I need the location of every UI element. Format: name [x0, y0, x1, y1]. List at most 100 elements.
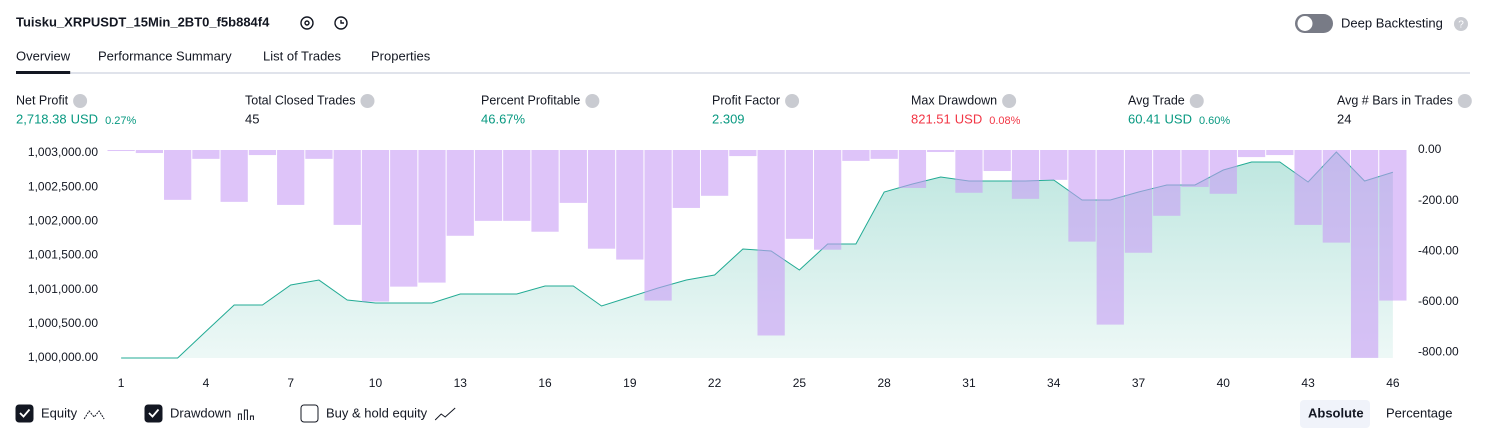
drawdown-bar [955, 150, 983, 193]
check-mark [19, 408, 31, 418]
drawdown-bar [842, 150, 870, 161]
y2-tick-label: 0.00 [1418, 142, 1442, 156]
drawdown-bar [870, 150, 898, 159]
y-tick-label: 1,000,000.00 [28, 350, 98, 364]
drawdown-bar [1153, 150, 1181, 216]
info-icon[interactable] [1002, 94, 1017, 108]
y-tick-label: 1,002,500.00 [28, 179, 98, 193]
drawdown-bar [164, 150, 192, 200]
metric-label: Avg # Bars in Trades [1337, 93, 1453, 107]
metric-unit: USD [1165, 111, 1192, 126]
legend-label: Equity [41, 405, 78, 420]
x-tick-label: 28 [877, 376, 891, 390]
drawdown-bar [700, 150, 729, 196]
info-icon[interactable] [360, 94, 375, 108]
settings-icon[interactable] [300, 16, 314, 30]
y-tick-label: 1,000,500.00 [28, 316, 98, 330]
x-tick-label: 34 [1047, 376, 1061, 390]
drawdown-bar [1266, 150, 1294, 156]
help-icon[interactable]: ? [1454, 17, 1468, 31]
x-tick-label: 37 [1132, 376, 1146, 390]
y-tick-label: 1,002,000.00 [28, 214, 98, 228]
drawdown-bar [361, 150, 390, 302]
drawdown-bar [135, 150, 164, 154]
scale-button-bg [1300, 400, 1370, 428]
metric-label: Net Profit [16, 93, 69, 107]
deep-backtesting-label: Deep Backtesting [1341, 15, 1443, 30]
drawdown-bar [927, 150, 955, 153]
y-tick-label: 1,001,500.00 [28, 248, 98, 262]
info-icon[interactable] [1189, 94, 1204, 108]
legend-icon [237, 409, 254, 420]
drawdown-bar [983, 150, 1011, 172]
checkbox[interactable] [15, 404, 34, 423]
metric-unit: USD [955, 111, 982, 126]
scale-button[interactable]: Absolute [1308, 405, 1364, 420]
x-tick-label: 13 [454, 376, 468, 390]
tab[interactable]: Performance Summary [98, 48, 232, 63]
metric-label: Avg Trade [1128, 93, 1185, 107]
drawdown-bar [1209, 150, 1237, 194]
drawdown-bar [1294, 150, 1322, 225]
x-tick-label: 19 [623, 376, 637, 390]
drawdown-bar [729, 150, 757, 157]
x-tick-label: 16 [538, 376, 552, 390]
tab[interactable]: Properties [371, 48, 431, 63]
drawdown-bar [587, 150, 616, 249]
alert-icon[interactable] [334, 16, 348, 30]
x-tick-label: 46 [1386, 376, 1400, 390]
drawdown-bar [672, 150, 700, 208]
y-tick-label: 1,003,000.00 [28, 145, 98, 159]
x-tick-label: 25 [793, 376, 807, 390]
drawdown-bar [1068, 150, 1096, 242]
tab[interactable]: Overview [16, 48, 71, 63]
info-icon[interactable] [1457, 94, 1472, 108]
drawdown-bar [1096, 150, 1124, 325]
legend-icon [83, 410, 105, 420]
metric-percent: 0.27% [105, 115, 136, 127]
metric-value: 2.309 [712, 111, 745, 126]
metric-value: 821.51 [911, 111, 951, 126]
y2-tick-label: -600.00 [1418, 294, 1459, 308]
scale-button[interactable]: Percentage [1386, 405, 1453, 420]
drawdown-bar [192, 150, 220, 159]
metric-value: 24 [1337, 111, 1351, 126]
legend-label: Drawdown [170, 405, 231, 420]
x-tick-label: 43 [1301, 376, 1315, 390]
x-tick-label: 40 [1217, 376, 1231, 390]
drawdown-bar [1181, 150, 1209, 187]
checkbox[interactable] [300, 404, 319, 423]
metric-value: 2,718.38 [16, 111, 67, 126]
drawdown-bar [559, 150, 587, 203]
info-icon[interactable] [785, 94, 800, 108]
deep-backtesting-toggle[interactable] [1295, 14, 1333, 33]
drawdown-bar [898, 150, 927, 188]
drawdown-bar [1040, 150, 1068, 180]
y-tick-label: 1,001,000.00 [28, 282, 98, 296]
drawdown-bar [503, 150, 531, 221]
metric-value: 60.41 [1128, 111, 1161, 126]
drawdown-bar [333, 150, 361, 225]
drawdown-bar [757, 150, 785, 336]
drawdown-bar [785, 150, 814, 239]
metric-percent: 0.60% [1199, 115, 1230, 127]
drawdown-bar [1379, 150, 1407, 301]
strategy-title: Tuisku_XRPUSDT_15Min_2BT0_f5b884f4 [16, 14, 270, 29]
drawdown-bar [531, 150, 559, 232]
drawdown-bar [474, 150, 503, 221]
metric-label: Percent Profitable [481, 93, 580, 107]
tab[interactable]: List of Trades [263, 48, 342, 63]
drawdown-bar [418, 150, 446, 283]
drawdown-bar [277, 150, 305, 205]
legend-icon [434, 407, 456, 421]
drawdown-bar [446, 150, 474, 236]
drawdown-bar [220, 150, 248, 202]
x-tick-label: 1 [118, 376, 125, 390]
check-mark [148, 408, 160, 418]
drawdown-bar [814, 150, 842, 250]
metric-value: 46.67% [481, 111, 526, 126]
equity-line [121, 151, 1394, 359]
info-icon[interactable] [73, 94, 88, 108]
checkbox[interactable] [144, 404, 163, 423]
info-icon[interactable] [585, 94, 600, 108]
